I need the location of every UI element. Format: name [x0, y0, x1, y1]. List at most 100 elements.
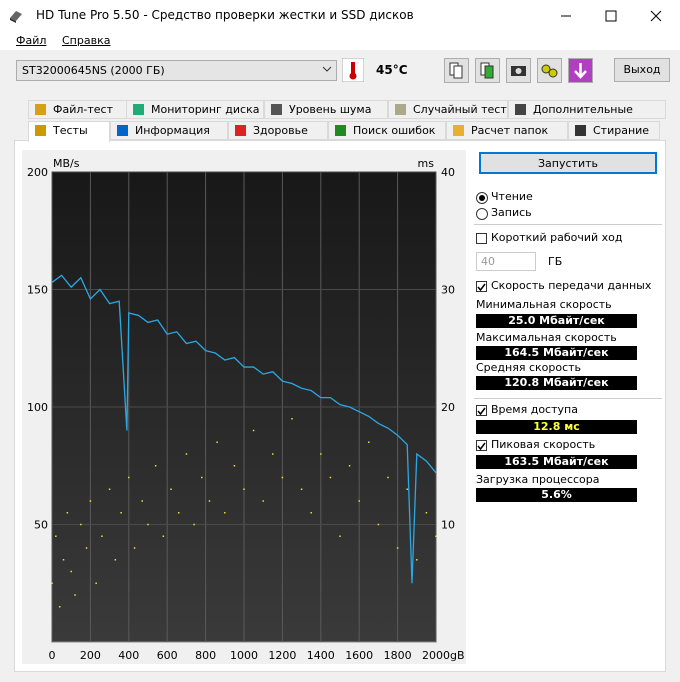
access-point [320, 453, 322, 455]
stroke-unit: ГБ [548, 255, 563, 268]
window-controls[interactable] [540, 0, 680, 32]
y-tick-label: 100 [27, 401, 48, 414]
access-point [177, 512, 180, 514]
tab-label: Случайный тест [413, 103, 507, 116]
tab[interactable]: Поиск ошибок [328, 121, 446, 140]
tab-icon [35, 104, 46, 115]
max-label: Максимальная скорость [476, 331, 617, 344]
access-point [62, 559, 65, 561]
toolbar-buttons[interactable] [444, 58, 599, 84]
exit-button[interactable]: Выход [614, 58, 670, 82]
tab[interactable]: Стирание [568, 121, 660, 140]
cpu-value: 5.6% [476, 488, 637, 502]
thermometer [342, 58, 364, 82]
tab[interactable]: Уровень шума [264, 100, 388, 119]
access-point [128, 476, 130, 479]
option-label: Короткий рабочий ход [491, 231, 623, 244]
option-label: Пиковая скорость [491, 438, 596, 451]
tab[interactable]: Мониторинг диска [126, 100, 264, 119]
x-tick-label: 1600 [345, 649, 373, 662]
access-point [55, 535, 57, 537]
start-button[interactable]: Запустить [479, 152, 657, 174]
tab[interactable]: Тесты [28, 121, 110, 142]
access-point [141, 500, 143, 502]
access-point [224, 512, 226, 514]
tab-icon [35, 125, 46, 136]
access-point [101, 535, 103, 537]
tab[interactable]: Дополнительные тесты [508, 100, 666, 133]
x-tick-label: 200 [80, 649, 101, 662]
tab[interactable]: Здоровье [228, 121, 328, 140]
access-point [70, 570, 72, 573]
y2-tick-label: 40 [441, 166, 455, 179]
x-tick-label: 1200 [268, 649, 296, 662]
drive-name: ST32000645NS (2000 ГБ) [22, 64, 165, 77]
access-point [377, 523, 380, 526]
access-point [66, 512, 69, 514]
checkbox[interactable] [476, 233, 487, 244]
access-point [154, 465, 157, 467]
tab-icon [453, 125, 464, 136]
access-point [243, 488, 245, 490]
y-axis-label: MB/s [53, 157, 80, 170]
dropdown-arrow [322, 66, 332, 72]
radio-button[interactable] [476, 208, 488, 220]
option-label: Время доступа [491, 403, 578, 416]
radio-button[interactable] [476, 192, 488, 204]
checkbox[interactable] [476, 405, 487, 416]
access-point [58, 606, 61, 608]
access-point [147, 523, 149, 526]
menu-item[interactable]: Файл [16, 34, 47, 47]
drive-select[interactable]: ST32000645NS (2000 ГБ) [16, 60, 337, 81]
access-point [291, 418, 293, 420]
access-point [300, 488, 303, 490]
stroke-size-value: 40 [481, 255, 495, 268]
menu-item[interactable]: Справка [62, 34, 111, 47]
min-value: 25.0 Мбайт/сек [476, 314, 637, 328]
access-point [368, 441, 370, 443]
access-point [193, 523, 195, 526]
access-point [216, 441, 218, 443]
checkbox[interactable] [476, 281, 487, 292]
tab[interactable]: Информация [110, 121, 228, 140]
access-point [233, 465, 236, 467]
tab[interactable]: Файл-тест [28, 100, 128, 119]
min-label: Минимальная скорость [476, 298, 612, 311]
radio-dot [479, 195, 485, 201]
access-point [406, 488, 408, 490]
access-point [108, 488, 111, 490]
tab-label: Файл-тест [53, 103, 113, 116]
check-mark [477, 407, 486, 416]
access-point [85, 547, 88, 549]
benchmark-chart: 0 200 400 600 800 1000 1200 1400 1600 1800 2000gB 5… [22, 150, 466, 664]
access-point [416, 559, 418, 561]
access-point [162, 535, 165, 537]
burst-value: 163.5 Мбайт/сек [476, 455, 637, 469]
tab-label: Расчет папок [471, 124, 549, 137]
checkbox[interactable] [476, 440, 487, 451]
y2-tick-label: 20 [441, 401, 455, 414]
temperature: 45°C [376, 63, 408, 77]
access-point [252, 429, 255, 432]
y2-tick-label: 30 [441, 284, 455, 297]
access-point [435, 535, 437, 537]
access-point [114, 559, 117, 561]
x-tick-label: 400 [118, 649, 139, 662]
tab[interactable]: Случайный тест [388, 100, 508, 119]
access-point [201, 476, 203, 479]
x-tick-label: 0 [49, 649, 56, 662]
x-tick-label: 800 [195, 649, 216, 662]
access-point [133, 547, 136, 549]
tab[interactable]: Расчет папок [446, 121, 568, 140]
stroke-size[interactable]: 40 [476, 252, 536, 271]
tab-label: Стирание [593, 124, 650, 137]
access-point [80, 523, 82, 526]
access-point [89, 500, 92, 502]
access-point [358, 500, 360, 502]
tab-icon [133, 104, 144, 115]
access-point [74, 594, 76, 596]
y2-tick-label: 10 [441, 519, 455, 532]
tab-icon [271, 104, 282, 115]
option-label: Чтение [491, 190, 533, 203]
